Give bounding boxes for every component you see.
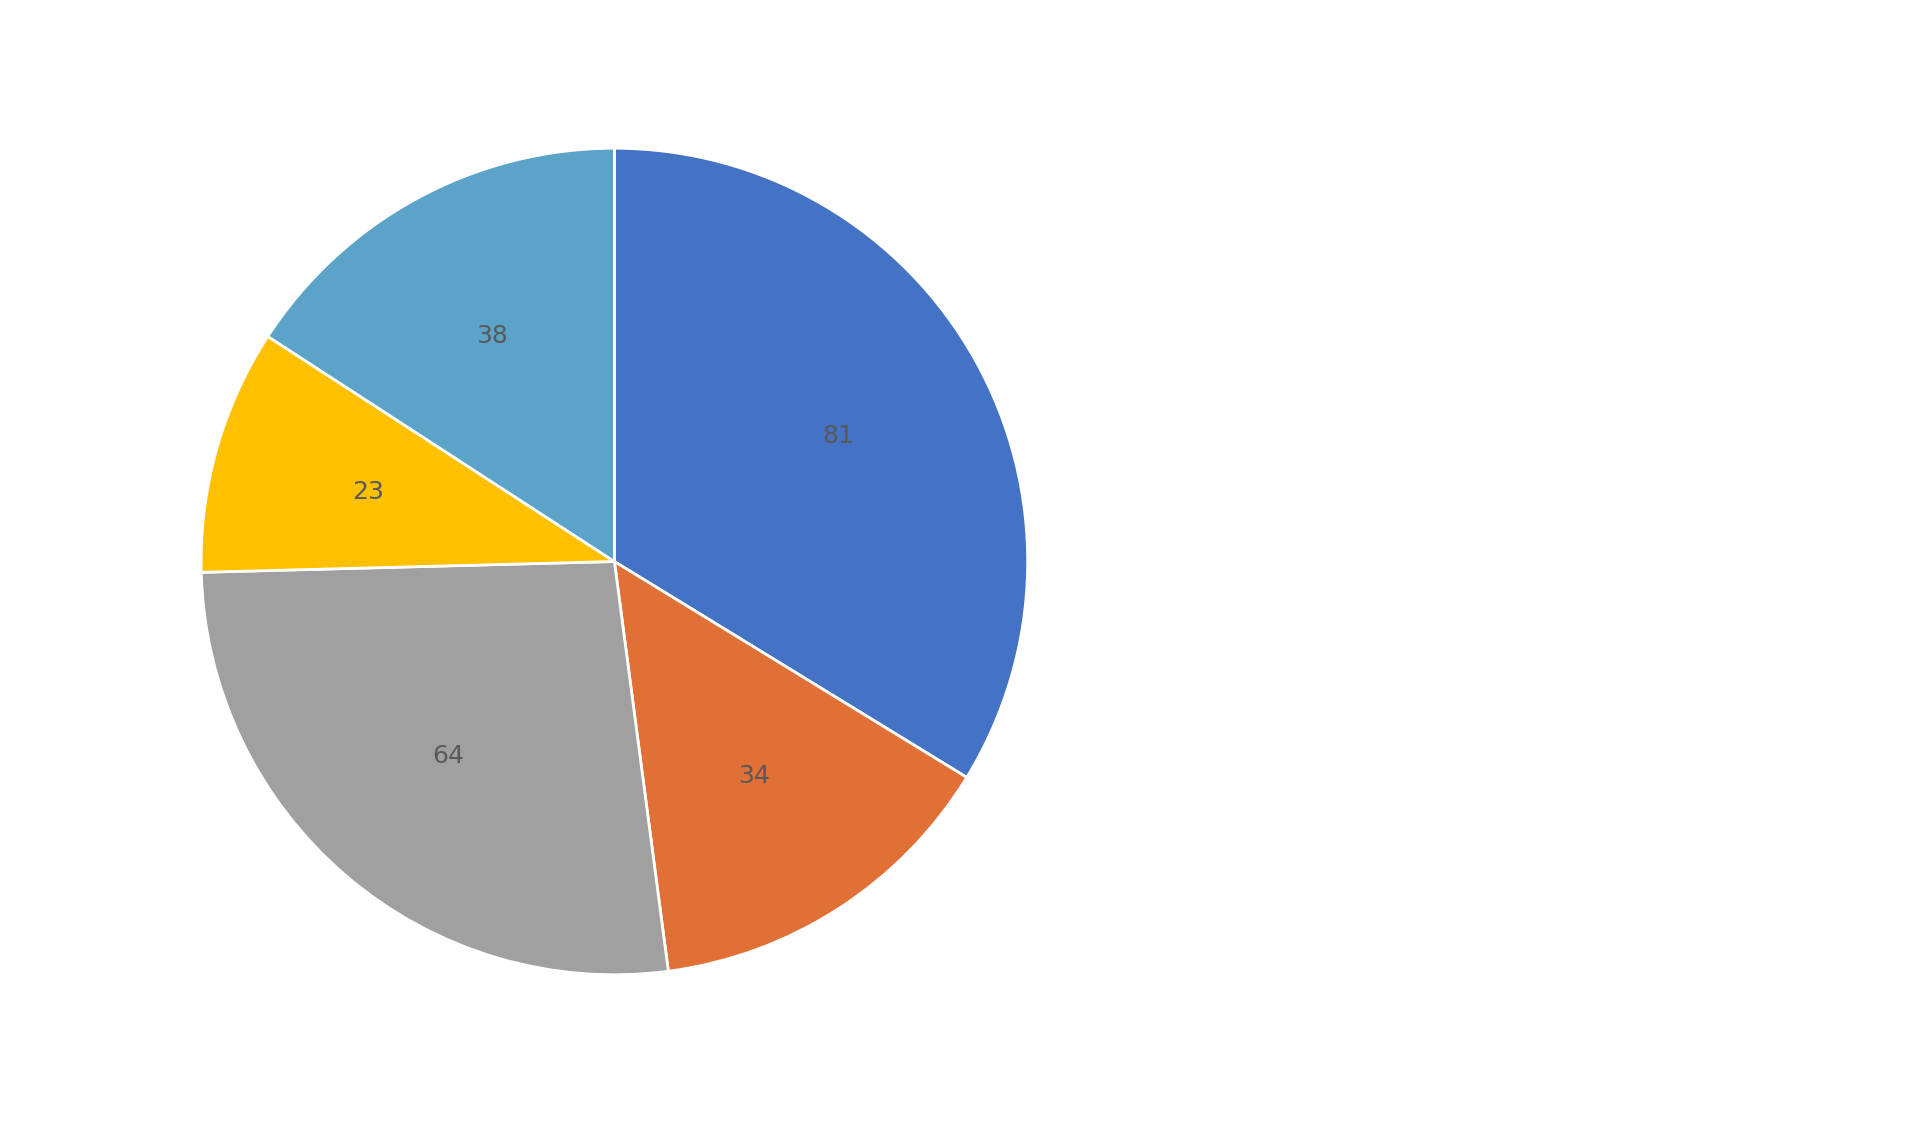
- Text: 64: 64: [432, 745, 465, 768]
- Text: 81: 81: [822, 424, 854, 448]
- Wedge shape: [614, 562, 968, 971]
- Wedge shape: [202, 562, 668, 975]
- Text: 23: 23: [351, 480, 384, 504]
- Text: 38: 38: [476, 325, 509, 348]
- Wedge shape: [267, 148, 614, 562]
- Wedge shape: [614, 148, 1027, 777]
- Text: 34: 34: [737, 765, 770, 788]
- Legend: Brønner, Nye undervannsanlegg, Nye bunnfaste og flytende
innretninger, Eksistere: Brønner, Nye undervannsanlegg, Nye bunnf…: [1202, 423, 1559, 700]
- Wedge shape: [202, 337, 614, 573]
